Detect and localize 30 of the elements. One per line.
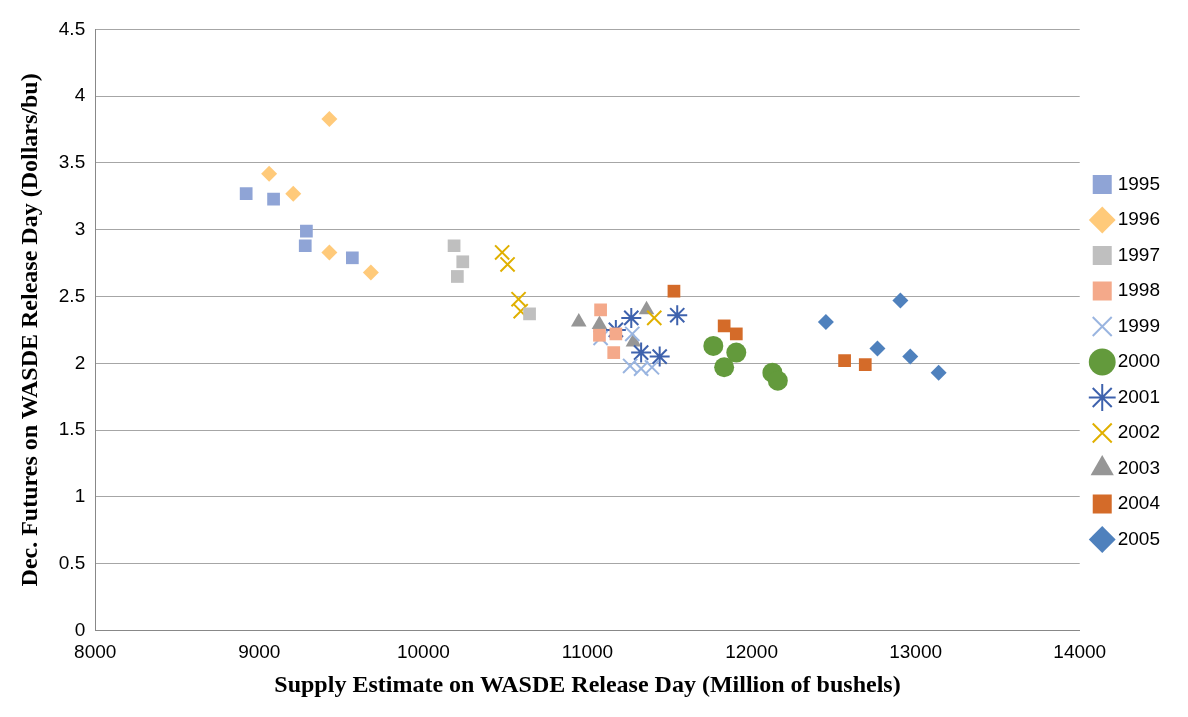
legend-label: 1997 — [1117, 243, 1161, 265]
y-axis-title: Dec. Futures on WASDE Release Day (Dollars/bu) — [15, 73, 42, 587]
x-tick-label: 11000 — [561, 641, 614, 663]
legend-label: 2002 — [1117, 421, 1161, 443]
legend-label: 1999 — [1117, 314, 1161, 336]
x-tick-label: 10000 — [396, 641, 450, 663]
y-tick-label: 4 — [74, 84, 86, 106]
x-tick-label: 12000 — [725, 641, 778, 663]
legend-label: 2000 — [1117, 350, 1161, 372]
legend-label: 1996 — [1117, 208, 1161, 230]
x-axis-title: Supply Estimate on WASDE Release Day (Million of bushels) — [274, 670, 901, 697]
y-tick-label: 1 — [74, 485, 86, 507]
y-tick-label: 1.5 — [58, 418, 86, 440]
y-tick-label: 3 — [74, 217, 86, 239]
legend-label: 1998 — [1117, 279, 1161, 301]
x-tick-label: 8000 — [74, 641, 117, 663]
legend-label: 2001 — [1117, 385, 1161, 407]
y-tick-label: 4.5 — [58, 17, 86, 39]
y-tick-label: 0 — [74, 618, 86, 640]
legend-label: 2005 — [1117, 527, 1161, 549]
x-tick-label: 13000 — [889, 641, 943, 663]
x-tick-label: 9000 — [238, 641, 281, 663]
y-tick-label: 2 — [74, 351, 86, 373]
legend-label: 2004 — [1117, 492, 1161, 514]
y-tick-label: 3.5 — [58, 151, 86, 173]
x-tick-label: 14000 — [1053, 641, 1107, 663]
legend-label: 2003 — [1117, 456, 1161, 478]
legend-label: 1995 — [1117, 172, 1161, 194]
y-tick-label: 0.5 — [58, 551, 86, 573]
y-tick-label: 2.5 — [58, 284, 86, 306]
